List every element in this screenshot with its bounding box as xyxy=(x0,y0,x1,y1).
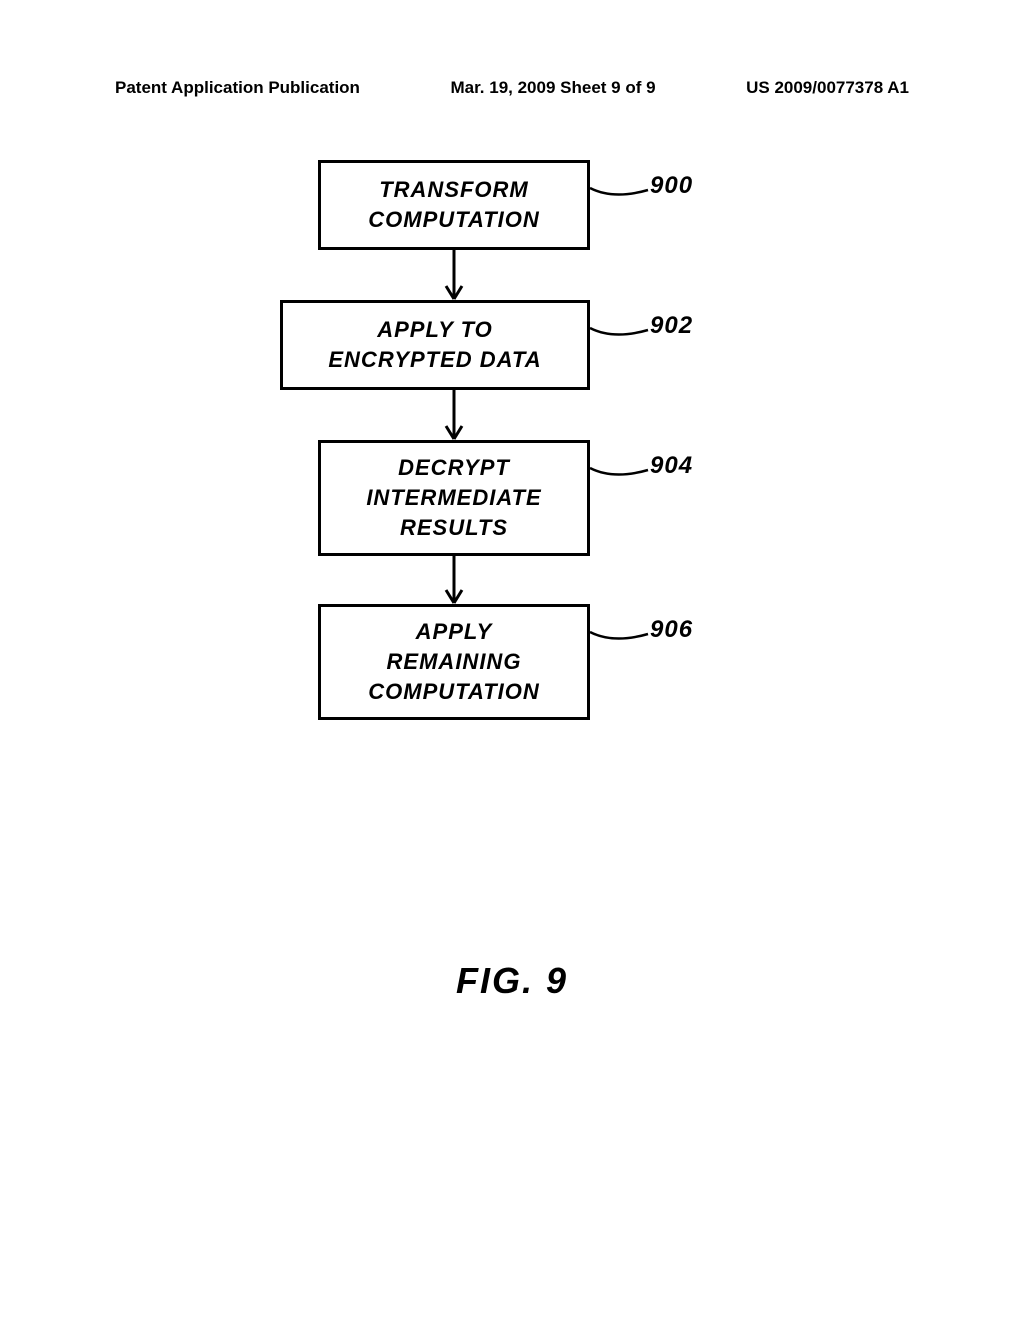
flow-box-text: TRANSFORM xyxy=(379,175,529,205)
flow-box-text: RESULTS xyxy=(400,513,508,543)
flow-box-902: APPLY TOENCRYPTED DATA xyxy=(280,300,590,390)
header-date-sheet: Mar. 19, 2009 Sheet 9 of 9 xyxy=(451,78,656,98)
arrow-2 xyxy=(439,556,469,604)
flow-box-text: APPLY TO xyxy=(377,315,493,345)
header-patent-number: US 2009/0077378 A1 xyxy=(746,78,909,98)
flow-box-text: DECRYPT xyxy=(398,453,510,483)
figure-caption: FIG. 9 xyxy=(0,960,1024,1002)
flow-box-906: APPLYREMAININGCOMPUTATION xyxy=(318,604,590,720)
ref-label-902: 902 xyxy=(650,312,693,340)
flow-box-text: ENCRYPTED DATA xyxy=(328,345,541,375)
flow-box-900: TRANSFORMCOMPUTATION xyxy=(318,160,590,250)
arrow-1 xyxy=(439,390,469,440)
flow-box-text: INTERMEDIATE xyxy=(366,483,541,513)
flow-box-text: APPLY xyxy=(416,617,493,647)
header-publication: Patent Application Publication xyxy=(115,78,360,98)
flow-box-text: REMAINING xyxy=(387,647,522,677)
page-header: Patent Application Publication Mar. 19, … xyxy=(0,78,1024,98)
arrow-0 xyxy=(439,250,469,300)
ref-label-900: 900 xyxy=(650,172,693,200)
ref-label-906: 906 xyxy=(650,616,693,644)
ref-label-904: 904 xyxy=(650,452,693,480)
flow-box-904: DECRYPTINTERMEDIATERESULTS xyxy=(318,440,590,556)
flow-box-text: COMPUTATION xyxy=(368,205,540,235)
flow-box-text: COMPUTATION xyxy=(368,677,540,707)
